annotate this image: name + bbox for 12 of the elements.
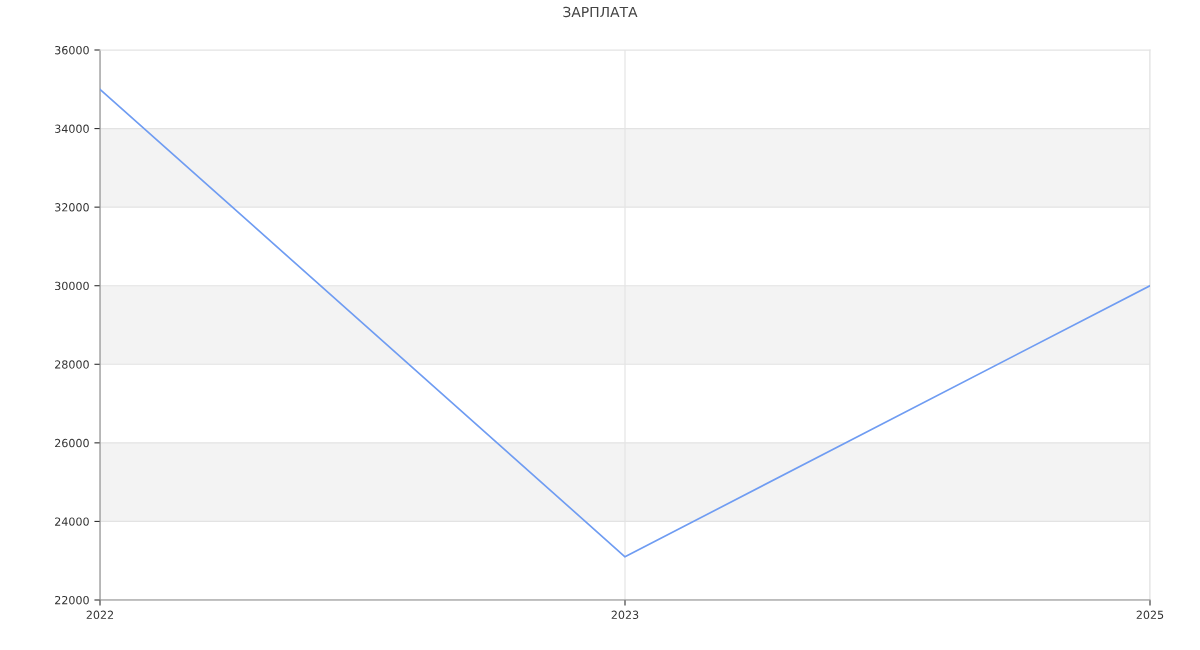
x-tick-label: 2022 (86, 610, 114, 620)
x-tick-label: 2023 (611, 610, 639, 620)
y-tick-label: 26000 (55, 438, 89, 448)
y-tick-label: 28000 (55, 360, 89, 369)
x-tick-label: 2025 (1136, 610, 1164, 620)
y-tick-label: 36000 (55, 45, 89, 55)
chart-title: ЗАРПЛАТА (563, 6, 638, 18)
y-tick-label: 32000 (55, 203, 89, 212)
y-tick-label: 30000 (55, 281, 89, 291)
y-tick-label: 22000 (55, 595, 89, 605)
y-tick-label: 34000 (55, 124, 89, 133)
y-tick-label: 24000 (55, 517, 89, 526)
